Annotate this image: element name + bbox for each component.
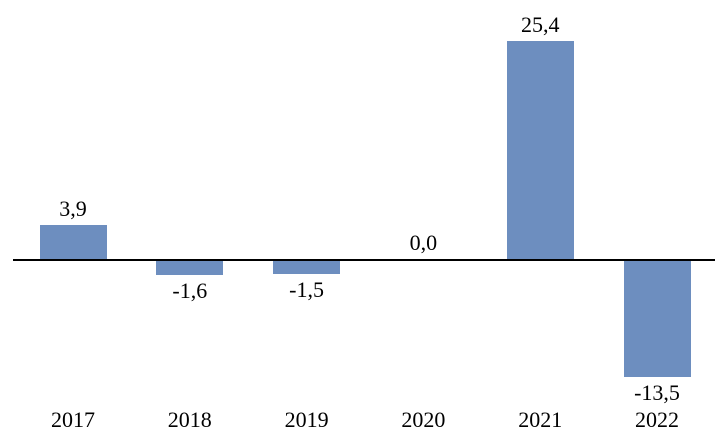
value-label-2020: 0,0 xyxy=(409,230,438,255)
bar-2019 xyxy=(273,261,341,274)
x-axis-label-2019: 2019 xyxy=(284,407,329,432)
x-axis-label-2022: 2022 xyxy=(635,407,679,432)
value-label-2017: 3,9 xyxy=(59,196,87,221)
bar-2021 xyxy=(506,41,574,259)
bar-2017 xyxy=(39,225,107,259)
value-label-2022: -13,5 xyxy=(634,380,680,405)
bar-2018 xyxy=(156,261,224,275)
x-axis-label-2018: 2018 xyxy=(167,407,212,432)
value-label-2019: -1,5 xyxy=(289,277,325,302)
value-label-2018: -1,6 xyxy=(172,278,208,303)
x-axis-zero-line xyxy=(13,259,715,261)
x-axis-label-2020: 2020 xyxy=(401,407,446,432)
bar-2022 xyxy=(623,261,691,377)
x-axis-label-2021: 2021 xyxy=(518,407,563,432)
x-axis-label-2017: 2017 xyxy=(51,407,95,432)
value-label-2021: 25,4 xyxy=(520,12,560,37)
